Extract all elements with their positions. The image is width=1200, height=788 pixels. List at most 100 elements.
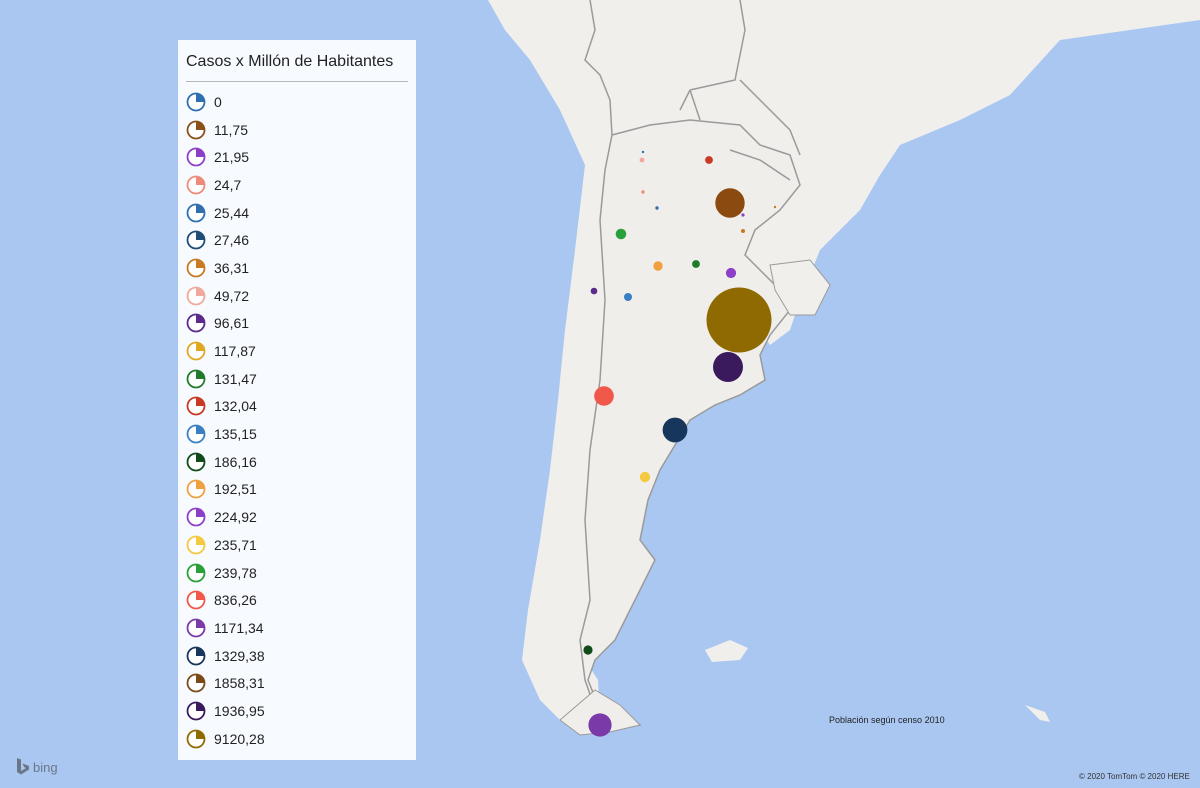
province-bubble[interactable] xyxy=(624,293,632,301)
bing-icon xyxy=(17,758,29,775)
province-bubble[interactable] xyxy=(583,645,593,655)
legend-item-label: 49,72 xyxy=(214,287,250,304)
map-attribution[interactable]: © 2020 TomTom © 2020 HERE xyxy=(1079,772,1190,781)
province-bubble[interactable] xyxy=(692,260,700,268)
pie-quarter-icon xyxy=(186,673,206,693)
legend-item-label: 131,47 xyxy=(214,370,257,387)
pie-quarter-icon xyxy=(186,590,206,610)
province-bubble[interactable] xyxy=(590,287,598,295)
legend-item-label: 117,87 xyxy=(214,343,256,360)
pie-quarter-icon xyxy=(186,313,206,333)
pie-quarter-icon xyxy=(186,175,206,195)
pie-quarter-icon xyxy=(186,147,206,167)
tierra-del-fuego-land xyxy=(559,689,641,736)
legend-item[interactable]: 186,16 xyxy=(186,448,265,476)
province-bubble[interactable] xyxy=(741,213,745,217)
province-bubble[interactable] xyxy=(706,287,772,353)
legend-item-label: 1858,31 xyxy=(214,675,265,692)
legend-item-label: 1329,38 xyxy=(214,647,265,664)
legend-item-label: 27,46 xyxy=(214,232,250,249)
legend-divider xyxy=(186,81,408,82)
province-bubble[interactable] xyxy=(641,150,645,154)
legend-item[interactable]: 1858,31 xyxy=(186,669,265,697)
province-bubble[interactable] xyxy=(615,228,627,240)
pie-quarter-icon xyxy=(186,563,206,582)
legend-item[interactable]: 192,51 xyxy=(186,476,265,504)
argentina-land xyxy=(579,119,801,731)
legend-item-label: 1936,95 xyxy=(214,702,265,719)
legend-item[interactable]: 135,15 xyxy=(186,420,265,448)
legend-item-label: 192,51 xyxy=(214,481,257,498)
legend-item[interactable]: 1936,95 xyxy=(186,697,265,725)
province-bubble[interactable] xyxy=(713,352,743,382)
legend-item-label: 836,26 xyxy=(214,592,257,609)
province-bubble[interactable] xyxy=(653,261,663,271)
legend-item-label: 11,75 xyxy=(214,121,248,138)
legend-title: Casos x Millón de Habitantes xyxy=(186,53,394,70)
country-borders xyxy=(584,0,801,181)
pie-quarter-icon xyxy=(186,729,206,749)
province-bubble[interactable] xyxy=(741,229,745,233)
legend-item[interactable]: 27,46 xyxy=(186,226,265,254)
province-bubble[interactable] xyxy=(773,205,777,209)
island-land xyxy=(1025,705,1050,722)
census-note: Población según censo 2010 xyxy=(829,715,945,725)
legend-item[interactable]: 21,95 xyxy=(186,143,265,171)
legend-item-label: 132,04 xyxy=(214,398,257,415)
legend-item-label: 21,95 xyxy=(214,149,250,166)
legend-item-label: 186,16 xyxy=(214,453,257,470)
legend-item-label: 235,71 xyxy=(214,536,257,553)
legend-item-label: 0 xyxy=(214,93,222,110)
legend-item[interactable]: 25,44 xyxy=(186,199,265,227)
legend-item[interactable]: 117,87 xyxy=(186,337,265,365)
pie-quarter-icon xyxy=(186,452,206,472)
legend-item[interactable]: 24,7 xyxy=(186,171,265,199)
province-bubble[interactable] xyxy=(655,206,659,210)
legend-item[interactable]: 132,04 xyxy=(186,393,265,421)
legend-item[interactable]: 11,75 xyxy=(186,116,265,144)
chile-land xyxy=(522,110,605,735)
legend-item-label: 1171,34 xyxy=(214,619,264,636)
province-bubble[interactable] xyxy=(594,386,614,406)
bing-logo[interactable]: bing xyxy=(16,758,58,776)
legend-item-label: 25,44 xyxy=(214,204,250,221)
legend-item[interactable]: 224,92 xyxy=(186,503,265,531)
pie-quarter-icon xyxy=(186,397,206,416)
legend-item[interactable]: 96,61 xyxy=(186,310,265,338)
pie-quarter-icon xyxy=(186,230,206,250)
legend-item-label: 96,61 xyxy=(214,315,250,332)
pie-quarter-icon xyxy=(186,535,206,555)
province-bubble[interactable] xyxy=(715,188,745,218)
pie-quarter-icon xyxy=(186,480,206,499)
legend-item[interactable]: 239,78 xyxy=(186,559,265,587)
legend-item-label: 9120,28 xyxy=(214,730,265,747)
falklands-land xyxy=(705,640,748,662)
province-bubble[interactable] xyxy=(639,157,645,163)
province-bubble[interactable] xyxy=(588,713,612,737)
legend-item[interactable]: 836,26 xyxy=(186,586,265,614)
legend-item-label: 36,31 xyxy=(214,259,250,276)
legend-item[interactable]: 1171,34 xyxy=(186,614,265,642)
legend-item[interactable]: 235,71 xyxy=(186,531,265,559)
legend-item[interactable]: 9120,28 xyxy=(186,725,265,753)
province-bubble[interactable] xyxy=(662,417,688,443)
province-bubble[interactable] xyxy=(639,471,651,483)
province-bubble[interactable] xyxy=(705,156,713,164)
pie-quarter-icon xyxy=(186,424,206,444)
legend-item[interactable]: 49,72 xyxy=(186,282,265,310)
province-bubble[interactable] xyxy=(725,267,737,279)
pie-quarter-icon xyxy=(186,203,206,222)
pie-quarter-icon xyxy=(186,507,206,527)
legend-item[interactable]: 131,47 xyxy=(186,365,265,393)
legend-item[interactable]: 0 xyxy=(186,88,265,116)
legend-item[interactable]: 1329,38 xyxy=(186,642,265,670)
legend-item-label: 135,15 xyxy=(214,426,257,443)
legend-item-label: 239,78 xyxy=(214,564,257,581)
pie-quarter-icon xyxy=(186,120,206,139)
pie-quarter-icon xyxy=(186,369,206,389)
legend-panel: Casos x Millón de Habitantes 0 11,75 21,95… xyxy=(178,40,416,760)
uruguay-land xyxy=(769,259,831,316)
legend-item[interactable]: 36,31 xyxy=(186,254,265,282)
province-bubble[interactable] xyxy=(641,190,645,194)
